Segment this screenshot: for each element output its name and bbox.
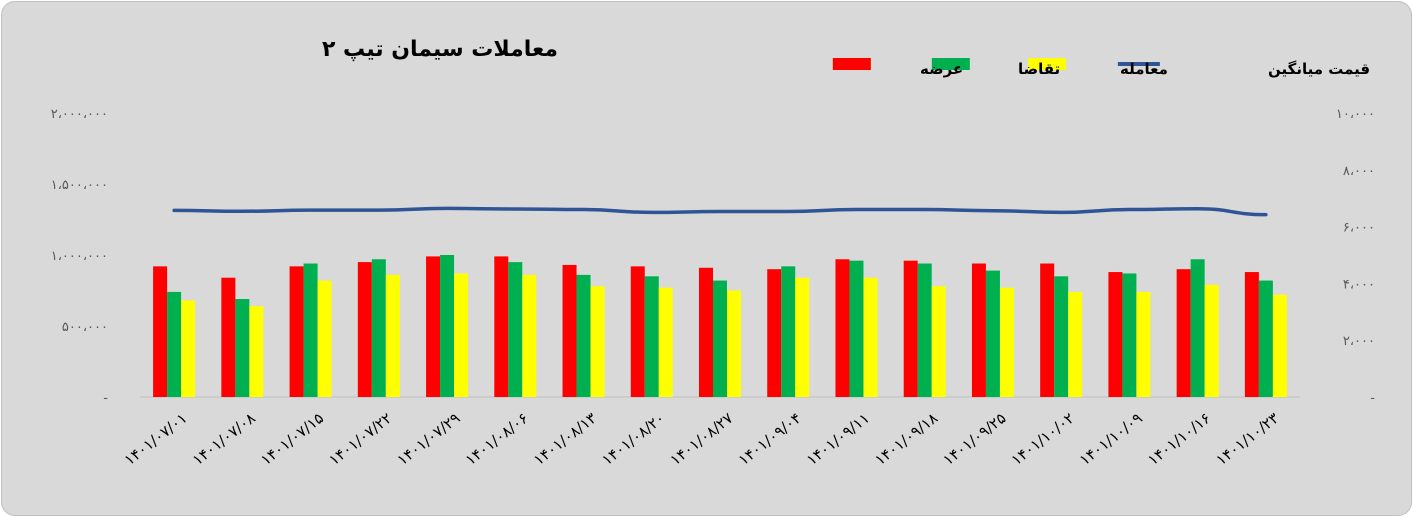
bar-supply <box>767 269 782 397</box>
bar-demand <box>781 266 796 397</box>
bar-supply <box>835 259 850 397</box>
bar-trade <box>1068 291 1083 397</box>
left-axis-tick-label: ۱،۰۰۰،۰۰۰ <box>51 249 108 264</box>
bar-supply <box>630 266 645 397</box>
avg-price-line <box>172 206 1268 217</box>
category-label: ۱۴۰۱/۱۰/۱۶ <box>1144 409 1214 469</box>
bar-demand <box>985 270 1000 397</box>
category-label: ۱۴۰۱/۱۰/۰۹ <box>1076 409 1146 469</box>
bar-supply <box>1040 263 1055 397</box>
bar-trade <box>385 274 400 397</box>
bar-demand <box>371 259 386 397</box>
bar-demand <box>440 255 455 397</box>
legend-label: تقاضا <box>1018 60 1060 78</box>
right-axis-tick-label: ۱۰،۰۰۰ <box>1336 107 1375 122</box>
bar-demand <box>644 276 659 397</box>
bar-trade <box>658 287 673 397</box>
bar-demand <box>1054 276 1069 397</box>
right-axis-tick-label: - <box>1370 391 1375 406</box>
right-axis-tick-label: ۲،۰۰۰ <box>1343 334 1375 349</box>
bar-trade <box>1136 291 1151 397</box>
bar-supply <box>1244 272 1259 397</box>
bar-trade <box>931 286 946 397</box>
bar-trade <box>727 290 741 397</box>
bar-trade <box>181 300 196 397</box>
bar-demand <box>303 263 318 397</box>
bar-supply <box>1176 269 1191 397</box>
category-label: ۱۴۰۱/۱۰/۰۲ <box>1008 409 1078 469</box>
bar-supply <box>562 264 577 397</box>
bar-supply <box>971 263 986 397</box>
legend-color-key <box>1028 58 1067 70</box>
bar-supply <box>221 277 236 397</box>
legend-color-key <box>832 58 871 70</box>
line-series <box>172 206 1268 217</box>
category-label: ۱۴۰۱/۰۸/۱۳ <box>530 409 600 469</box>
bar-supply <box>289 266 304 397</box>
right-axis: - ۲،۰۰۰ ۴،۰۰۰ ۶،۰۰۰ ۸،۰۰۰ ۱۰،۰۰۰ <box>1336 107 1375 406</box>
bar-supply <box>426 256 441 397</box>
category-label: ۱۴۰۱/۰۷/۲۲ <box>325 409 395 469</box>
bar-trade <box>590 286 605 397</box>
category-label: ۱۴۰۱/۱۰/۲۳ <box>1213 409 1283 469</box>
bar-supply <box>1108 272 1123 397</box>
category-label: ۱۴۰۱/۰۷/۰۸ <box>189 409 259 469</box>
category-label: ۱۴۰۱/۰۹/۲۵ <box>940 409 1010 469</box>
right-axis-tick-label: ۴،۰۰۰ <box>1343 277 1375 292</box>
bar-trade <box>1204 284 1219 397</box>
bar-demand <box>1122 273 1137 397</box>
category-label: ۱۴۰۱/۰۹/۰۴ <box>735 409 805 469</box>
bar-trade <box>522 274 537 397</box>
bar-trade <box>249 306 264 397</box>
right-axis-tick-label: ۸،۰۰۰ <box>1343 164 1375 179</box>
left-axis-tick-label: ۱،۵۰۰،۰۰۰ <box>51 178 108 193</box>
category-label: ۱۴۰۱/۰۹/۱۸ <box>871 409 941 469</box>
left-axis-tick-label: ۵۰۰،۰۰۰ <box>62 320 108 335</box>
bar-trade <box>863 277 878 397</box>
bar-demand <box>576 274 591 397</box>
legend-label: عرضه <box>920 60 963 78</box>
bar-supply <box>153 266 168 397</box>
left-axis-tick-label: - <box>103 391 108 406</box>
bar-trade <box>795 277 810 397</box>
bar-trade <box>1272 294 1287 397</box>
bar-supply <box>494 256 509 397</box>
bar-demand <box>508 262 523 397</box>
chart-title: معاملات سیمان تیپ ۲ <box>322 37 558 62</box>
legend-label: معامله <box>1120 60 1168 78</box>
left-axis-tick-label: ۲،۰۰۰،۰۰۰ <box>51 107 108 122</box>
bar-trade <box>999 287 1014 397</box>
bar-demand <box>1190 259 1205 397</box>
bar-demand <box>713 280 727 397</box>
bar-series <box>153 255 1287 397</box>
bar-supply <box>699 267 713 397</box>
legend-label: قیمت میانگین <box>1268 60 1370 78</box>
category-label: ۱۴۰۱/۰۷/۰۱ <box>121 409 191 469</box>
bar-demand <box>1258 280 1273 397</box>
category-label: ۱۴۰۱/۰۷/۲۹ <box>394 409 464 469</box>
category-labels: ۱۴۰۱/۰۷/۰۱۱۴۰۱/۰۷/۰۸۱۴۰۱/۰۷/۱۵۱۴۰۱/۰۷/۲۲… <box>121 409 1283 469</box>
category-label: ۱۴۰۱/۰۸/۰۶ <box>462 409 532 469</box>
category-label: ۱۴۰۱/۰۸/۲۷ <box>667 409 737 469</box>
bar-demand <box>167 291 182 397</box>
bar-supply <box>357 262 372 397</box>
left-axis: - ۵۰۰،۰۰۰ ۱،۰۰۰،۰۰۰ ۱،۵۰۰،۰۰۰ ۲،۰۰۰،۰۰۰ <box>51 107 109 406</box>
bar-trade <box>454 273 469 397</box>
category-label: ۱۴۰۱/۰۸/۲۰ <box>598 409 668 469</box>
category-label: ۱۴۰۱/۰۹/۱۱ <box>803 409 873 469</box>
bar-demand <box>849 260 864 397</box>
category-label: ۱۴۰۱/۰۷/۱۵ <box>257 409 327 469</box>
legend: قیمت میانگین معامله تقاضا عرضه <box>832 58 1370 78</box>
legend-color-key <box>931 58 970 70</box>
bar-supply <box>903 260 918 397</box>
bar-trade <box>317 280 332 397</box>
right-axis-tick-label: ۶،۰۰۰ <box>1343 221 1375 236</box>
bar-demand <box>235 299 250 397</box>
bar-demand <box>917 263 932 397</box>
